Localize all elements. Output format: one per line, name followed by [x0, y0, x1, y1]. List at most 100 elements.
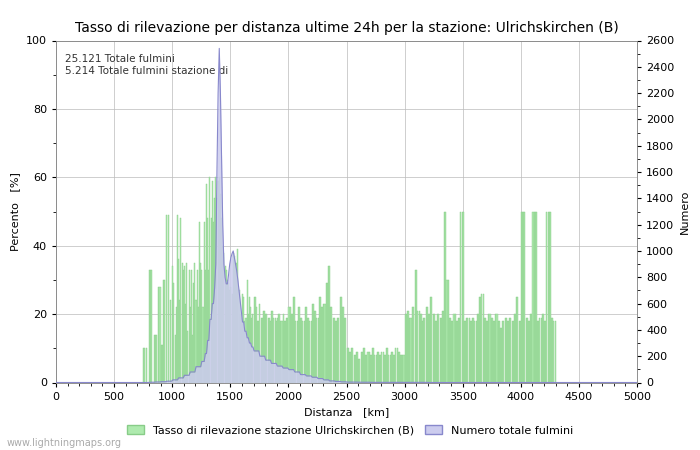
Bar [383, 352, 384, 382]
Bar [412, 307, 413, 382]
Bar [540, 318, 542, 382]
Bar [510, 318, 512, 382]
Bar [471, 321, 472, 382]
Bar [360, 352, 361, 382]
Bar [523, 212, 524, 382]
Bar [538, 321, 539, 382]
Bar [304, 307, 306, 382]
Bar [213, 222, 214, 382]
Bar [485, 318, 486, 382]
Bar [334, 318, 335, 382]
Bar [521, 212, 522, 382]
Bar [524, 212, 526, 382]
Bar [398, 352, 399, 382]
Bar [299, 307, 300, 382]
Bar [536, 212, 537, 382]
Bar [281, 321, 283, 382]
Bar [322, 307, 323, 382]
Bar [323, 304, 324, 382]
Bar [355, 355, 356, 382]
Bar [509, 318, 510, 382]
Bar [547, 212, 549, 382]
Text: 25.121 Totale fulmini
5.214 Totale fulmini stazione di: 25.121 Totale fulmini 5.214 Totale fulmi… [64, 54, 228, 76]
Bar [413, 307, 414, 382]
Bar [457, 321, 458, 382]
Bar [470, 321, 471, 382]
Bar [341, 297, 342, 382]
Bar [429, 314, 430, 382]
Bar [395, 348, 396, 382]
Bar [344, 318, 345, 382]
Bar [349, 352, 350, 382]
Bar [434, 314, 435, 382]
Bar [287, 318, 288, 382]
Bar [237, 249, 239, 382]
Bar [493, 321, 494, 382]
Bar [205, 270, 206, 382]
Bar [366, 355, 368, 382]
Bar [456, 321, 457, 382]
Bar [371, 355, 372, 382]
Bar [222, 246, 223, 382]
Bar [179, 301, 181, 382]
Bar [352, 348, 354, 382]
Bar [295, 321, 297, 382]
Bar [512, 321, 514, 382]
Bar [163, 280, 164, 382]
Bar [487, 321, 488, 382]
Bar [458, 318, 459, 382]
Bar [241, 318, 242, 382]
Bar [214, 198, 215, 382]
Title: Tasso di rilevazione per distanza ultime 24h per la stazione: Ulrichskirchen (B): Tasso di rilevazione per distanza ultime… [75, 21, 618, 35]
Bar [293, 297, 294, 382]
Bar [278, 314, 279, 382]
Bar [508, 321, 509, 382]
Bar [280, 321, 281, 382]
Bar [309, 321, 310, 382]
Bar [478, 314, 479, 382]
Bar [501, 328, 502, 382]
Bar [401, 355, 402, 382]
Bar [235, 263, 236, 382]
Bar [422, 321, 423, 382]
Bar [300, 318, 301, 382]
Bar [274, 318, 276, 382]
Bar [306, 307, 307, 382]
Bar [328, 266, 329, 382]
Bar [480, 297, 481, 382]
Bar [551, 318, 552, 382]
Bar [177, 215, 178, 382]
Bar [230, 287, 232, 382]
Bar [242, 293, 243, 382]
Bar [257, 321, 258, 382]
Bar [454, 314, 456, 382]
Bar [464, 321, 465, 382]
Bar [359, 359, 360, 382]
Bar [408, 310, 409, 382]
Bar [258, 321, 259, 382]
Bar [271, 310, 272, 382]
Bar [514, 314, 515, 382]
Bar [365, 355, 366, 382]
Bar [236, 263, 237, 382]
Bar [384, 355, 385, 382]
Bar [492, 318, 493, 382]
Bar [330, 307, 331, 382]
Bar [400, 355, 401, 382]
Bar [479, 297, 480, 382]
Bar [256, 307, 257, 382]
Bar [410, 318, 412, 382]
Bar [292, 314, 293, 382]
Bar [191, 270, 192, 382]
Bar [496, 314, 498, 382]
Bar [332, 318, 334, 382]
Bar [186, 263, 187, 382]
Bar [336, 321, 337, 382]
Bar [320, 297, 321, 382]
Bar [377, 352, 378, 382]
Bar [393, 355, 394, 382]
Bar [489, 314, 491, 382]
Bar [465, 321, 466, 382]
Bar [374, 355, 375, 382]
Bar [232, 252, 234, 382]
